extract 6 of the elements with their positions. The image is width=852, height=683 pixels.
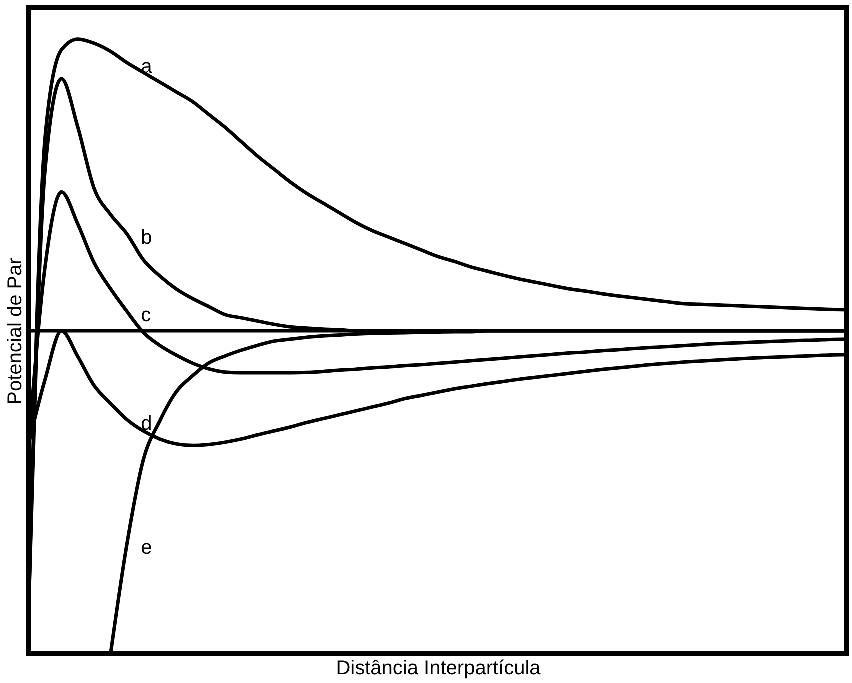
- x-axis-title: Distância Interpartícula: [336, 658, 542, 680]
- series-label: d: [141, 412, 152, 435]
- y-axis-title: Potencial de Par: [4, 258, 26, 405]
- series-label: e: [141, 537, 152, 560]
- series-label: c: [141, 304, 152, 327]
- series-label: b: [141, 227, 152, 250]
